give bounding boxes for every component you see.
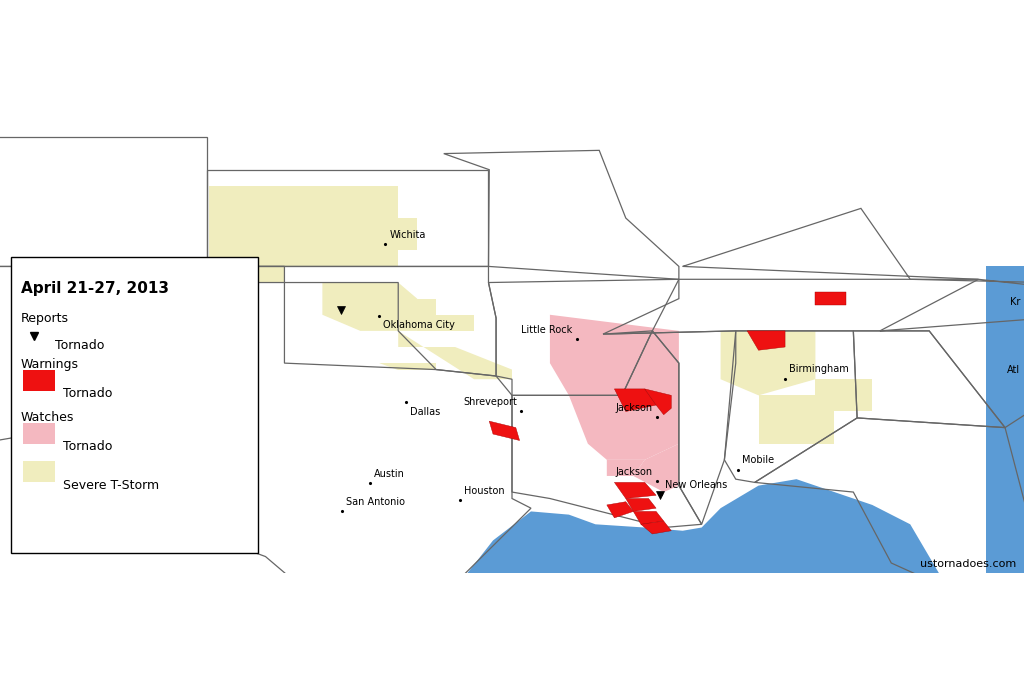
Polygon shape bbox=[815, 379, 872, 412]
Text: Wichita: Wichita bbox=[389, 230, 426, 240]
Polygon shape bbox=[265, 234, 323, 282]
Polygon shape bbox=[607, 502, 634, 518]
Polygon shape bbox=[323, 218, 398, 266]
Polygon shape bbox=[398, 298, 436, 331]
Polygon shape bbox=[641, 521, 672, 534]
Text: San Antonio: San Antonio bbox=[346, 497, 404, 507]
Polygon shape bbox=[209, 186, 323, 266]
Text: Jackson: Jackson bbox=[615, 467, 652, 477]
Text: Jackson: Jackson bbox=[615, 403, 652, 413]
Text: Dallas: Dallas bbox=[410, 407, 440, 416]
Polygon shape bbox=[614, 482, 656, 498]
Text: Kr: Kr bbox=[1010, 297, 1020, 307]
Polygon shape bbox=[748, 331, 785, 350]
Polygon shape bbox=[645, 389, 672, 415]
Polygon shape bbox=[323, 186, 417, 266]
Polygon shape bbox=[634, 443, 679, 492]
Polygon shape bbox=[986, 266, 1024, 589]
Text: Austin: Austin bbox=[375, 469, 406, 479]
Polygon shape bbox=[614, 389, 656, 412]
Polygon shape bbox=[626, 498, 656, 511]
FancyBboxPatch shape bbox=[23, 423, 55, 443]
Polygon shape bbox=[398, 331, 512, 379]
Polygon shape bbox=[0, 479, 1024, 637]
Polygon shape bbox=[721, 331, 815, 396]
Polygon shape bbox=[171, 266, 285, 282]
Text: Birmingham: Birmingham bbox=[790, 364, 849, 375]
Text: April 21-27, 2013: April 21-27, 2013 bbox=[20, 281, 169, 296]
FancyBboxPatch shape bbox=[11, 257, 258, 553]
Polygon shape bbox=[379, 363, 436, 370]
Polygon shape bbox=[569, 331, 679, 460]
Text: ustornadoes.com: ustornadoes.com bbox=[921, 559, 1017, 570]
Polygon shape bbox=[323, 282, 398, 331]
Text: Shreveport: Shreveport bbox=[464, 397, 517, 407]
Text: Mobile: Mobile bbox=[742, 455, 774, 466]
Text: Amarillo: Amarillo bbox=[170, 323, 211, 333]
Polygon shape bbox=[634, 511, 664, 524]
FancyBboxPatch shape bbox=[23, 462, 55, 482]
Polygon shape bbox=[607, 460, 645, 476]
Polygon shape bbox=[489, 421, 519, 441]
Text: Severe T-Storm: Severe T-Storm bbox=[62, 479, 159, 492]
Text: Tornado: Tornado bbox=[62, 441, 112, 453]
Text: Tornado: Tornado bbox=[55, 339, 104, 352]
FancyBboxPatch shape bbox=[23, 370, 55, 391]
Text: Atl: Atl bbox=[1007, 365, 1020, 375]
Text: Watches: Watches bbox=[20, 412, 74, 425]
Polygon shape bbox=[436, 315, 474, 331]
Polygon shape bbox=[815, 292, 846, 305]
Text: Tornado: Tornado bbox=[62, 387, 112, 400]
Polygon shape bbox=[759, 396, 835, 443]
Text: Houston: Houston bbox=[464, 486, 505, 496]
Text: New Orleans: New Orleans bbox=[666, 480, 727, 489]
Text: Oklahoma City: Oklahoma City bbox=[383, 320, 455, 330]
Text: Little Rock: Little Rock bbox=[521, 325, 572, 335]
Text: Warnings: Warnings bbox=[20, 358, 79, 371]
Polygon shape bbox=[360, 282, 417, 331]
Text: Reports: Reports bbox=[20, 312, 69, 325]
Polygon shape bbox=[550, 315, 679, 396]
